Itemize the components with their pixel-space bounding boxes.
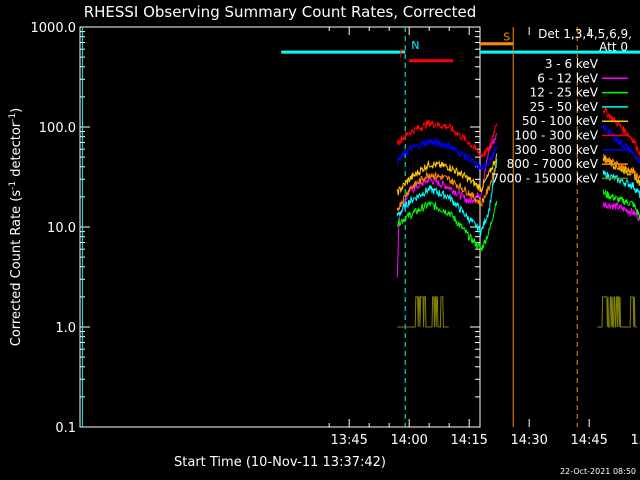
y-axis-label-sup1: -1 xyxy=(8,181,18,190)
series-lines xyxy=(396,106,640,328)
flag-label-f: F xyxy=(399,48,405,61)
legend-label: 800 - 7000 keV xyxy=(507,157,599,171)
x-tick-label: 15:00 xyxy=(630,433,640,448)
y-tick-label: 10.0 xyxy=(47,221,76,236)
x-tick-label: 14:45 xyxy=(570,433,607,448)
x-tick-label: 14:15 xyxy=(450,433,487,448)
y-tick-label: 1.0 xyxy=(55,321,76,336)
chart-title: RHESSI Observing Summary Count Rates, Co… xyxy=(84,3,477,21)
y-tick-label: 100.0 xyxy=(39,121,76,136)
y-axis-label-part1: Corrected Count Rate (s xyxy=(9,190,24,347)
legend-label: 100 - 300 keV xyxy=(514,129,598,143)
legend-label: 25 - 50 keV xyxy=(530,100,599,114)
y-tick-label: 0.1 xyxy=(55,421,76,436)
legend-label: 50 - 100 keV xyxy=(522,114,599,128)
y-axis-label-part3: ) xyxy=(9,108,24,113)
y-axis-label-part2: detector xyxy=(9,121,24,181)
legend-label: 6 - 12 keV xyxy=(537,71,599,85)
series-line xyxy=(602,177,640,215)
legend-label: 12 - 25 keV xyxy=(530,86,599,100)
legend-label: 7000 - 15000 keV xyxy=(491,171,598,185)
y-axis-label-sup2: -1 xyxy=(8,113,18,122)
series-line xyxy=(396,137,498,171)
series-line xyxy=(602,202,640,222)
legend-header-line2: Att 0 xyxy=(599,40,628,54)
series-line xyxy=(602,153,640,181)
series-line xyxy=(396,166,498,211)
y-axis-label: Corrected Count Rate (s-1 detector-1) xyxy=(8,108,24,346)
series-line xyxy=(396,132,498,278)
series-line xyxy=(396,119,498,158)
x-tick-label: 14:00 xyxy=(390,433,427,448)
series-line xyxy=(602,106,640,157)
series-line xyxy=(597,296,637,328)
legend-label: 3 - 6 keV xyxy=(545,57,599,71)
series-line xyxy=(396,153,498,196)
flag-markers: NNFS xyxy=(81,27,640,427)
series-line xyxy=(396,158,498,237)
legend-header-line1: Det 1,3,4,5,6,9, xyxy=(538,27,632,41)
series-line xyxy=(602,124,640,166)
series-line xyxy=(602,189,640,220)
series-line xyxy=(396,199,498,252)
flag-label-s: S xyxy=(503,31,510,44)
flag-label-n: N xyxy=(411,39,419,52)
series-line xyxy=(397,296,449,328)
x-axis-label: Start Time (10-Nov-11 13:37:42) xyxy=(174,455,386,470)
axis-ticks: 13:4514:0014:1514:3014:4515:0015:150.11.… xyxy=(31,21,640,448)
x-tick-label: 14:30 xyxy=(510,433,547,448)
x-tick-label: 13:45 xyxy=(330,433,367,448)
timestamp: 22-Oct-2021 08:50 xyxy=(560,467,636,476)
legend-label: 300 - 800 keV xyxy=(514,143,598,157)
y-tick-label: 1000.0 xyxy=(31,21,77,36)
series-line xyxy=(602,170,640,199)
